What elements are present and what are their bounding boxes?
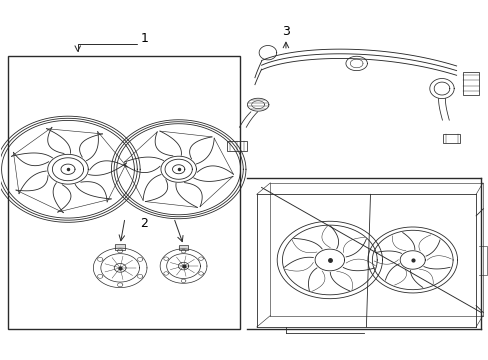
Bar (226, 141, 247, 151)
Bar (179, 246, 187, 250)
Text: 3: 3 (282, 25, 289, 38)
Bar (8, 56, 239, 329)
Text: 1: 1 (141, 32, 148, 45)
Bar (115, 244, 124, 250)
Bar (442, 134, 459, 143)
Text: 2: 2 (141, 216, 148, 230)
Bar (463, 72, 478, 95)
